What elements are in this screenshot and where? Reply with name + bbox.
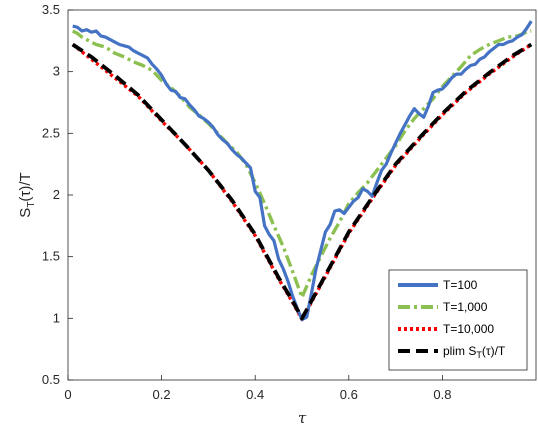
legend-label-plim-rest: (τ)/T xyxy=(482,344,506,358)
legend-label-t10000: T=10,000 xyxy=(443,322,494,336)
y-tick-label: 1 xyxy=(53,310,60,325)
y-tick-label: 3.5 xyxy=(42,2,60,17)
y-axis-label-sub: T xyxy=(26,202,37,208)
legend-label-plim: plim ST(τ)/T xyxy=(443,344,506,360)
y-axis: 0.5 1 1.5 2 2.5 3 3.5 xyxy=(42,2,73,387)
series-line-3 xyxy=(71,42,533,321)
y-axis-label-main: S xyxy=(17,208,34,218)
legend-label-plim-sub: T xyxy=(476,350,482,360)
x-tick-label: 0.6 xyxy=(340,387,358,402)
legend: T=100 T=1,000 T=10,000 plim ST(τ)/T xyxy=(388,269,528,371)
x-tick-label: 0 xyxy=(64,387,71,402)
y-axis-label: ST(τ)/T xyxy=(17,172,37,217)
x-tick-label: 0.4 xyxy=(246,387,264,402)
legend-label-t1000: T=1,000 xyxy=(443,300,488,314)
y-tick-label: 2.5 xyxy=(42,125,60,140)
y-tick-label: 2 xyxy=(53,187,60,202)
x-axis: 0 0.2 0.4 0.6 0.8 xyxy=(64,375,451,402)
y-axis-label-rest: (τ)/T xyxy=(17,172,34,201)
y-tick-label: 1.5 xyxy=(42,249,60,264)
x-axis-label: τ xyxy=(298,409,307,427)
series-line-1 xyxy=(71,29,532,300)
y-tick-label: 3 xyxy=(53,64,60,79)
legend-label-t100: T=100 xyxy=(443,278,478,292)
legend-label-plim-main: plim S xyxy=(443,344,476,358)
x-tick-label: 0.2 xyxy=(153,387,171,402)
y-tick-label: 0.5 xyxy=(42,372,60,387)
x-tick-label: 0.8 xyxy=(433,387,451,402)
series-layer xyxy=(71,20,533,322)
